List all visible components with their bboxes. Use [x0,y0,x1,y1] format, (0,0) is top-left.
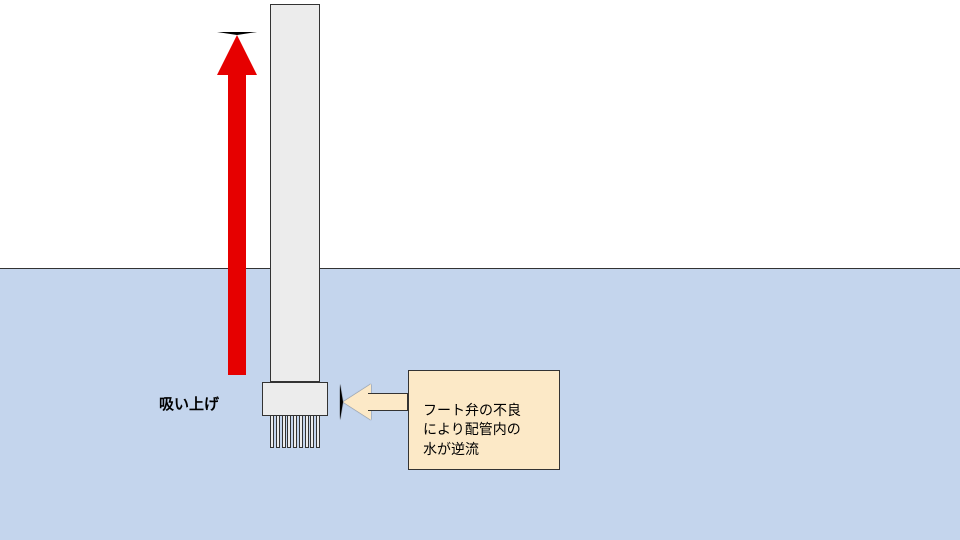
callout-box: フート弁の不良 により配管内の 水が逆流 [408,370,560,470]
strainer [270,416,320,448]
suction-arrow-head [217,32,257,75]
callout-text: フート弁の不良 により配管内の 水が逆流 [423,402,521,457]
suction-arrow-shaft [228,75,246,375]
suction-arrow-icon [217,32,257,375]
foot-valve-body [262,382,328,416]
suction-label: 吸い上げ [159,393,219,414]
callout-arrow-head [340,384,371,420]
callout-arrow-shaft [368,393,408,411]
pipe [270,4,320,382]
callout-arrow-icon [340,384,408,420]
